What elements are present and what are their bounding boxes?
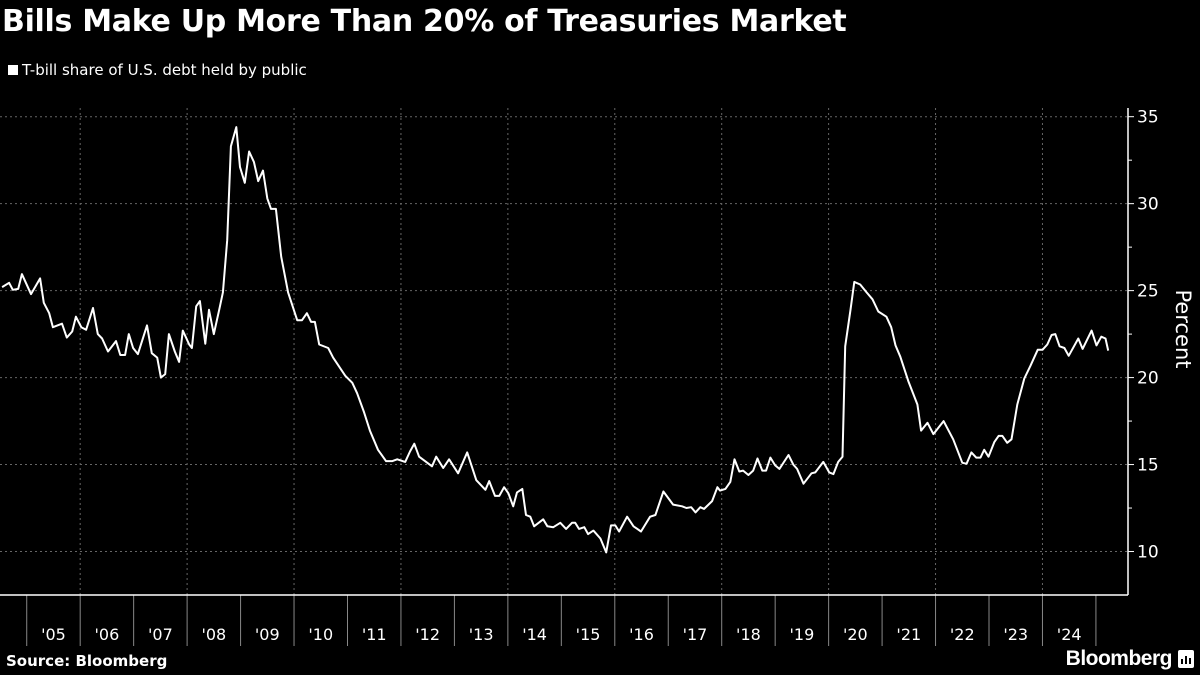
x-tick-label: '24 (1057, 625, 1082, 644)
y-tick-label: 20 (1137, 369, 1159, 389)
x-tick-label: '10 (308, 625, 333, 644)
x-tick-label: '08 (201, 625, 226, 644)
legend-swatch (8, 65, 18, 75)
x-tick-label: '19 (790, 625, 815, 644)
chart-title: Bills Make Up More Than 20% of Treasurie… (2, 4, 847, 39)
x-tick-label: '17 (683, 625, 708, 644)
y-tick-label: 10 (1137, 543, 1159, 563)
x-tick-label: '13 (469, 625, 494, 644)
x-tick-label: '15 (576, 625, 601, 644)
logo-text: Bloomberg (1065, 647, 1173, 670)
y-tick-label: 15 (1137, 456, 1159, 476)
chart-badge-icon (1178, 650, 1194, 668)
x-tick-label: '14 (522, 625, 547, 644)
bloomberg-logo: Bloomberg (1066, 647, 1194, 671)
x-tick-label: '23 (1003, 625, 1028, 644)
y-tick-label: 30 (1137, 195, 1159, 215)
x-tick-label: '18 (736, 625, 761, 644)
x-tick-label: '21 (896, 625, 921, 644)
x-tick-label: '20 (843, 625, 868, 644)
x-tick-label: '05 (41, 625, 66, 644)
x-tick-label: '07 (148, 625, 173, 644)
y-axis-label: Percent (1171, 289, 1195, 368)
gridlines (0, 108, 1128, 595)
y-tick-label: 35 (1137, 108, 1159, 128)
y-tick-label: 25 (1137, 282, 1159, 302)
x-tick-label: '22 (950, 625, 975, 644)
x-tick-label: '12 (415, 625, 440, 644)
axes: 10 15 20 25 30 35 '05 '06 '07 '08 '09 '10 '11 '12 '13 '… (0, 108, 1159, 646)
x-tick-label: '16 (629, 625, 654, 644)
x-tick-label: '09 (255, 625, 280, 644)
legend-label: T-bill share of U.S. debt held by public (22, 61, 307, 79)
x-tick-label: '11 (362, 625, 387, 644)
series-line (1, 126, 1110, 554)
source-note: Source: Bloomberg (6, 652, 168, 670)
x-tick-label: '06 (95, 625, 120, 644)
legend: T-bill share of U.S. debt held by public (8, 61, 307, 79)
